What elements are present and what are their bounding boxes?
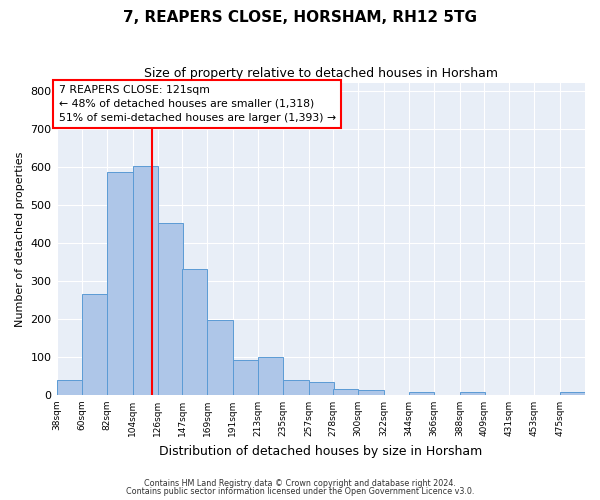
- X-axis label: Distribution of detached houses by size in Horsham: Distribution of detached houses by size …: [159, 444, 482, 458]
- Y-axis label: Number of detached properties: Number of detached properties: [15, 152, 25, 326]
- Bar: [133, 166, 158, 395]
- Bar: [283, 380, 308, 395]
- Bar: [308, 382, 334, 395]
- Bar: [107, 172, 133, 395]
- Text: 7 REAPERS CLOSE: 121sqm
← 48% of detached houses are smaller (1,318)
51% of semi: 7 REAPERS CLOSE: 121sqm ← 48% of detache…: [59, 85, 336, 123]
- Bar: [333, 389, 358, 395]
- Text: Contains public sector information licensed under the Open Government Licence v3: Contains public sector information licen…: [126, 487, 474, 496]
- Bar: [158, 223, 183, 395]
- Title: Size of property relative to detached houses in Horsham: Size of property relative to detached ho…: [144, 68, 498, 80]
- Bar: [258, 356, 283, 395]
- Bar: [82, 294, 107, 395]
- Bar: [56, 380, 82, 395]
- Text: Contains HM Land Registry data © Crown copyright and database right 2024.: Contains HM Land Registry data © Crown c…: [144, 478, 456, 488]
- Bar: [182, 270, 208, 395]
- Bar: [208, 320, 233, 395]
- Bar: [233, 360, 258, 395]
- Bar: [409, 392, 434, 395]
- Bar: [560, 392, 585, 395]
- Text: 7, REAPERS CLOSE, HORSHAM, RH12 5TG: 7, REAPERS CLOSE, HORSHAM, RH12 5TG: [123, 10, 477, 25]
- Bar: [358, 390, 383, 395]
- Bar: [460, 392, 485, 395]
